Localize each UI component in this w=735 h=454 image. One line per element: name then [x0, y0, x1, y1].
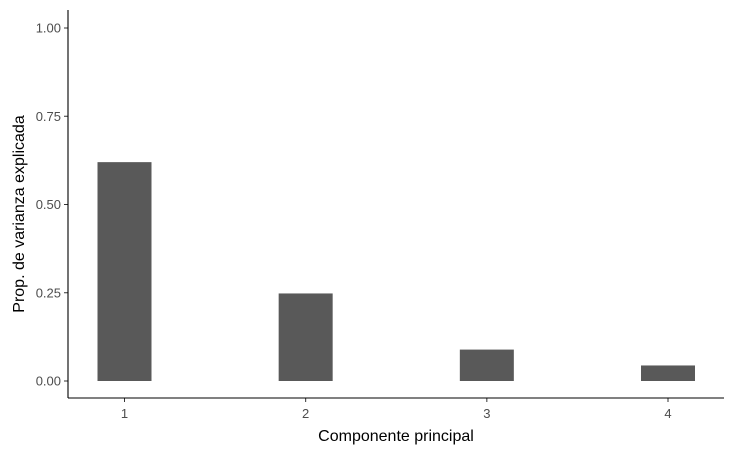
x-tick-label: 3 — [483, 406, 490, 421]
y-tick-label: 0.50 — [36, 197, 61, 212]
bar-2 — [278, 293, 333, 381]
y-tick-label: 0.25 — [36, 285, 61, 300]
y-tick-label: 0.75 — [36, 109, 61, 124]
bars-group — [97, 162, 695, 381]
x-tick-label: 4 — [664, 406, 671, 421]
x-tick-label: 2 — [302, 406, 309, 421]
x-axis-ticks: 1 2 3 4 — [121, 398, 672, 421]
y-axis-title: Prop. de varianza explicada — [11, 115, 28, 313]
y-tick-label: 1.00 — [36, 21, 61, 36]
x-tick-label: 1 — [121, 406, 128, 421]
y-axis-ticks: 0.00 0.25 0.50 0.75 1.00 — [36, 21, 68, 389]
y-tick-label: 0.00 — [36, 374, 61, 389]
bar-4 — [641, 365, 695, 381]
x-axis-title: Componente principal — [318, 428, 474, 445]
bar-1 — [97, 162, 152, 381]
bar-3 — [459, 349, 514, 381]
